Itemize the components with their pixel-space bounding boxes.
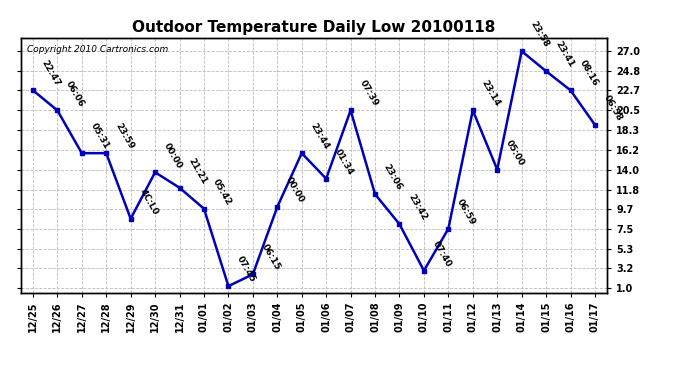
Text: 05:31: 05:31 bbox=[89, 122, 111, 151]
Text: 07:40: 07:40 bbox=[431, 239, 453, 268]
Text: 23:41: 23:41 bbox=[553, 40, 575, 69]
Text: 05:42: 05:42 bbox=[211, 177, 233, 207]
Text: 21:21: 21:21 bbox=[186, 156, 208, 186]
Text: 23:59: 23:59 bbox=[113, 122, 135, 151]
Text: 4C:L0: 4C:L0 bbox=[137, 188, 159, 217]
Text: 08:16: 08:16 bbox=[578, 59, 600, 88]
Text: 06:58: 06:58 bbox=[602, 94, 624, 123]
Text: 07:45: 07:45 bbox=[235, 255, 257, 284]
Text: 05:00: 05:00 bbox=[504, 138, 526, 167]
Text: 22:47: 22:47 bbox=[40, 58, 62, 88]
Text: 23:06: 23:06 bbox=[382, 163, 404, 192]
Text: 07:39: 07:39 bbox=[357, 79, 380, 108]
Title: Outdoor Temperature Daily Low 20100118: Outdoor Temperature Daily Low 20100118 bbox=[132, 20, 495, 35]
Text: 23:44: 23:44 bbox=[308, 122, 331, 151]
Text: 00:00: 00:00 bbox=[284, 176, 306, 205]
Text: 06:59: 06:59 bbox=[455, 197, 477, 226]
Text: 23:42: 23:42 bbox=[406, 193, 428, 222]
Text: 23:58: 23:58 bbox=[529, 20, 551, 49]
Text: 00:00: 00:00 bbox=[162, 141, 184, 170]
Text: 23:14: 23:14 bbox=[480, 79, 502, 108]
Text: Copyright 2010 Cartronics.com: Copyright 2010 Cartronics.com bbox=[26, 45, 168, 54]
Text: 01:34: 01:34 bbox=[333, 147, 355, 177]
Text: 06:15: 06:15 bbox=[260, 243, 282, 272]
Text: 06:06: 06:06 bbox=[64, 79, 86, 108]
